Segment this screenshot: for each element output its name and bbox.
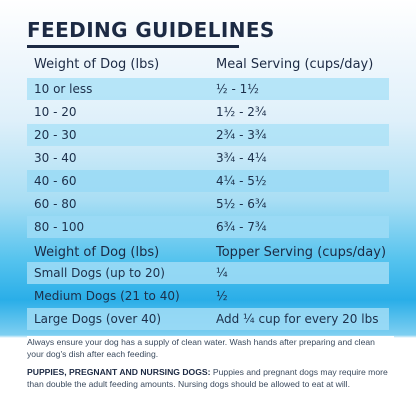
table-row: Large Dogs (over 40) Add ¼ cup for every… — [27, 308, 389, 330]
table-row: 40 - 60 4¼ - 5½ — [27, 170, 389, 192]
row-weight: 60 - 80 — [34, 197, 77, 211]
meal-header-weight: Weight of Dog (lbs) — [34, 57, 160, 72]
table-row: Small Dogs (up to 20) ¼ — [27, 262, 389, 284]
feeding-notes: Always ensure your dog has a supply of c… — [27, 336, 394, 396]
page-title: FEEDING GUIDELINES — [27, 18, 275, 42]
row-serving: 6¾ - 7¾ — [216, 220, 267, 234]
row-weight: 40 - 60 — [34, 174, 77, 188]
row-serving: ½ — [216, 289, 228, 303]
meal-table-header: Weight of Dog (lbs) Meal Serving (cups/d… — [27, 54, 389, 76]
puppies-note-label: PUPPIES, PREGNANT AND NURSING DOGS: — [27, 367, 211, 377]
row-serving: Add ¼ cup for every 20 lbs — [216, 312, 379, 326]
meal-header-serving: Meal Serving (cups/day) — [216, 57, 374, 72]
title-underline — [27, 45, 239, 48]
topper-header-weight: Weight of Dog (lbs) — [34, 245, 160, 260]
puppies-note-text: Puppies and pregnant dogs may require mo… — [27, 367, 388, 389]
row-serving: ½ - 1½ — [216, 82, 259, 96]
row-weight: Medium Dogs (21 to 40) — [34, 289, 180, 303]
row-weight: Large Dogs (over 40) — [34, 312, 162, 326]
table-row: 30 - 40 3¾ - 4¼ — [27, 147, 389, 169]
table-row: Medium Dogs (21 to 40) ½ — [27, 285, 389, 307]
row-weight: 20 - 30 — [34, 128, 77, 142]
row-weight: 10 or less — [34, 82, 93, 96]
topper-header-serving: Topper Serving (cups/day) — [216, 245, 387, 260]
water-note: Always ensure your dog has a supply of c… — [27, 337, 375, 359]
table-row: 60 - 80 5½ - 6¾ — [27, 193, 389, 215]
puppies-note: PUPPIES, PREGNANT AND NURSING DOGS: Pupp… — [27, 366, 394, 390]
row-weight: 80 - 100 — [34, 220, 85, 234]
row-weight: 30 - 40 — [34, 151, 77, 165]
topper-table-header: Weight of Dog (lbs) Topper Serving (cups… — [27, 242, 389, 264]
row-serving: 5½ - 6¾ — [216, 197, 267, 211]
row-serving: 4¼ - 5½ — [216, 174, 267, 188]
row-weight: Small Dogs (up to 20) — [34, 266, 165, 280]
row-serving: 2¾ - 3¾ — [216, 128, 267, 142]
table-row: 20 - 30 2¾ - 3¾ — [27, 124, 389, 146]
table-row: 10 or less ½ - 1½ — [27, 78, 389, 100]
row-weight: 10 - 20 — [34, 105, 77, 119]
row-serving: 3¾ - 4¼ — [216, 151, 267, 165]
row-serving: 1½ - 2¾ — [216, 105, 267, 119]
table-row: 10 - 20 1½ - 2¾ — [27, 101, 389, 123]
row-serving: ¼ — [216, 266, 228, 280]
table-row: 80 - 100 6¾ - 7¾ — [27, 216, 389, 238]
